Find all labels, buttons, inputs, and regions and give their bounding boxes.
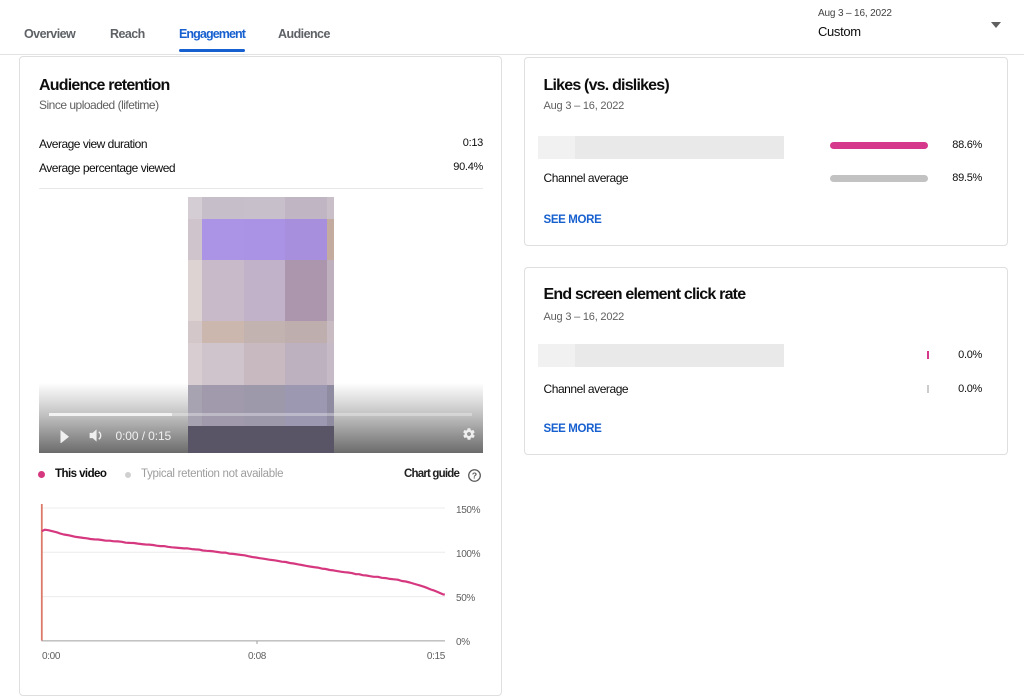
svg-text:0:00: 0:00: [42, 651, 61, 662]
svg-text:0:15: 0:15: [427, 651, 446, 662]
svg-text:0%: 0%: [456, 637, 470, 648]
svg-text:50%: 50%: [456, 593, 475, 604]
svg-text:?: ?: [472, 470, 477, 480]
svg-text:100%: 100%: [456, 549, 481, 560]
svg-text:0:08: 0:08: [248, 651, 267, 662]
svg-text:150%: 150%: [456, 505, 481, 516]
